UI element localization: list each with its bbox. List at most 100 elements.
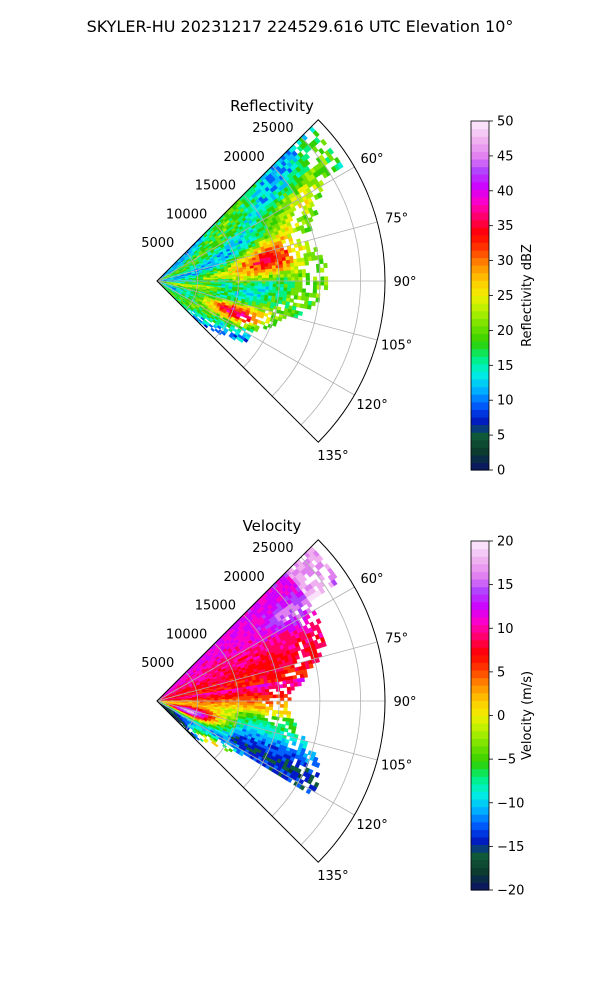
colorbar-swatch [471,136,489,145]
radar-gate [286,263,291,268]
radar-gate [291,280,296,285]
colorbar-swatch [471,594,489,603]
radar-gate [289,211,296,218]
radar-gate [279,694,285,698]
velocity-panel: 500010000150002000025000Meters60°75°90°1… [141,539,417,884]
radar-gate [274,716,280,721]
radar-gate [311,609,318,617]
colorbar-swatch [471,821,489,830]
azimuth-tick-label: 120° [356,818,387,833]
colorbar-swatch [471,783,489,792]
colorbar-swatch [471,212,489,221]
radar-gate [269,700,274,705]
radar-gate [232,696,237,700]
colorbar-tick-label: 30 [497,254,514,269]
radar-gate [280,280,285,285]
colorbar-tick-label: 10 [497,622,514,637]
radar-gate [289,298,295,303]
radial-tick-label: 25000 [252,541,293,556]
radar-gate [312,209,319,216]
velocity-title: Velocity [242,517,302,535]
azimuth-spoke [156,221,378,282]
colorbar-swatch [471,310,489,319]
radar-gate [300,295,306,301]
azimuth-spoke [156,280,355,396]
radar-gate [250,283,255,287]
radar-gate [268,706,274,711]
colorbar-swatch [471,556,489,565]
colorbar-swatch [471,677,489,686]
radar-gate [254,703,259,707]
radar-gate [301,288,307,293]
radar-gate [313,280,318,286]
radar-gate [281,239,287,245]
radar-gate [321,641,327,648]
radar-gate [272,271,277,276]
radar-gate [290,266,295,271]
colorbar-tick-label: −5 [497,753,516,768]
radar-gate [304,296,310,302]
colorbar-swatch [471,745,489,755]
radar-gate [287,280,292,285]
radar-gate [276,700,281,705]
colorbar-swatch [471,844,489,853]
colorbar-swatch [471,776,489,785]
colorbar-swatch [471,753,489,762]
radar-gate [221,331,227,336]
radar-gate [324,280,329,286]
azimuth-tick-label: 105° [381,339,412,354]
radar-gate [313,276,318,282]
radar-gate [290,291,295,296]
colorbar-swatch [471,654,489,663]
radar-gate [283,700,288,705]
radar-gate [279,290,284,295]
radar-gate [287,270,292,275]
radar-gate [283,267,288,272]
radar-gate [254,692,259,697]
radar-gate [257,689,262,694]
radar-gate [243,283,248,286]
radar-gate [311,301,316,307]
radar-gate [203,739,208,744]
radar-gate [294,273,299,278]
radar-gate [265,274,270,279]
radar-gate [279,264,284,269]
radar-gate [265,700,270,705]
radar-gate [280,697,285,702]
colorbar-swatch [471,730,489,739]
colorbar-swatch [471,852,489,861]
radar-gate [298,269,303,274]
radar-gate [232,276,237,280]
radial-tick-label: 10000 [166,207,207,222]
radar-gate [199,738,204,743]
colorbar-swatch [471,669,489,679]
colorbar-swatch [471,348,489,357]
radar-gate [290,269,296,275]
sector-outline [156,119,386,443]
radar-gate [280,277,285,282]
radar-gate [260,321,266,326]
radar-gate [241,318,247,324]
colorbar-tick-label: 45 [497,149,514,164]
radar-gate [243,693,248,697]
colorbar-swatch [471,257,489,266]
radar-gate [297,261,302,267]
radar-gate [247,283,252,287]
radar-gate [275,710,281,715]
radar-gate [308,292,314,298]
radar-gate [294,284,299,289]
azimuth-spoke [156,700,355,816]
colorbar-swatch [471,700,489,709]
colorbar-swatch [471,685,489,694]
colorbar-swatch [471,242,489,251]
radar-gate [258,275,263,279]
radar-gate [228,276,233,280]
radar-gate [330,578,338,587]
radar-gate [250,275,255,279]
radar-gate [250,273,255,277]
radar-gate [239,696,244,700]
radar-gate [243,273,248,277]
colorbar-swatch [471,571,489,580]
radar-gate [261,706,266,710]
colorbar-swatch [471,287,489,297]
